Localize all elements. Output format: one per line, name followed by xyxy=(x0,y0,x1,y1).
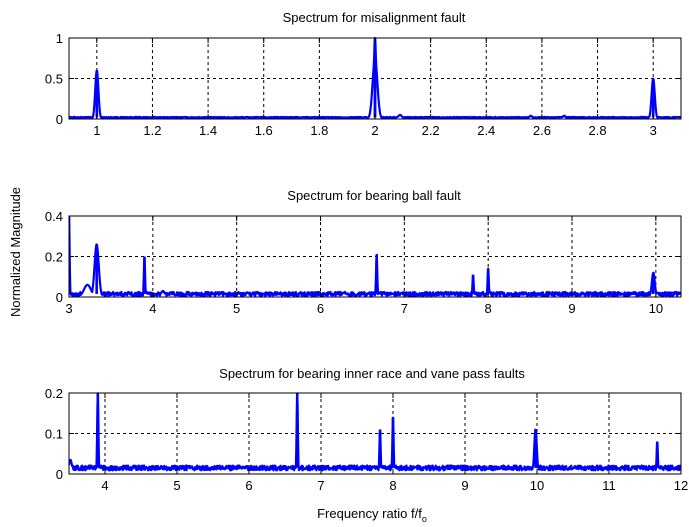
panel-3-title: Spectrum for bearing inner race and vane… xyxy=(219,366,525,381)
panel-1-y-tick-label-2: 1 xyxy=(56,31,63,46)
panel-1-x-tick-label-0: 1 xyxy=(93,123,100,138)
x-axis-label: Frequency ratio f/fo xyxy=(317,506,427,524)
panel-2-series-line xyxy=(69,215,681,297)
panel-1-x-tick-label-8: 2.6 xyxy=(533,123,551,138)
panel-1-y-tick-label-1: 0.5 xyxy=(45,72,63,87)
panel-2-plot: 3 4 5 6 7 8 9 10 0 0.2 0.4 xyxy=(45,209,682,316)
panel-1-x-tick-label-3: 1.6 xyxy=(255,123,273,138)
panel-3-x-tick-label-4: 8 xyxy=(389,478,396,493)
panel-2: Spectrum for bearing ball fault 3 4 5 6 7 8 9 1… xyxy=(45,188,682,316)
panel-2-y-tick-label-0: 0 xyxy=(56,290,63,305)
y-axis-label: Normalized Magnitude xyxy=(8,187,23,317)
panel-1-x-tick-label-1: 1.2 xyxy=(143,123,161,138)
panel-2-y-tick-label-2: 0.4 xyxy=(45,209,63,224)
panel-1-x-tick-label-5: 2 xyxy=(371,123,378,138)
panel-1-y-tick-label-0: 0 xyxy=(56,112,63,127)
panel-2-x-tick-label-4: 7 xyxy=(401,301,408,316)
panel-1-x-tick-label-10: 3 xyxy=(650,123,657,138)
panel-3-x-tick-label-3: 7 xyxy=(317,478,324,493)
panel-3-x-tick-label-0: 4 xyxy=(101,478,108,493)
panel-1-x-tick-label-9: 2.8 xyxy=(589,123,607,138)
panel-3-y-tick-label-2: 0.2 xyxy=(45,386,63,401)
panel-2-x-tick-label-6: 9 xyxy=(568,301,575,316)
panel-2-x-tick-label-1: 4 xyxy=(149,301,156,316)
panel-1-x-tick-label-7: 2.4 xyxy=(477,123,495,138)
panel-1-x-tick-label-2: 1.4 xyxy=(199,123,217,138)
panel-2-x-tick-label-5: 8 xyxy=(485,301,492,316)
panel-3-y-tick-label-0: 0 xyxy=(56,467,63,482)
panel-2-x-tick-label-0: 3 xyxy=(65,301,72,316)
panel-2-y-tick-label-1: 0.2 xyxy=(45,250,63,265)
panel-2-x-tick-label-2: 5 xyxy=(233,301,240,316)
x-axis-label-main: Frequency ratio f/f xyxy=(317,506,422,521)
panel-3-x-tick-label-2: 6 xyxy=(245,478,252,493)
panel-1-title: Spectrum for misalignment fault xyxy=(283,10,466,25)
panel-1-plot: 1 1.2 1.4 1.6 1.8 2 2.2 2.4 2.6 2.8 3 0 0.5 1 xyxy=(45,31,682,138)
panel-3-series-line xyxy=(69,392,681,472)
panel-3-x-tick-label-5: 9 xyxy=(461,478,468,493)
panel-1-x-tick-label-4: 1.8 xyxy=(310,123,328,138)
panel-2-x-tick-label-3: 6 xyxy=(317,301,324,316)
x-axis-label-subscript: o xyxy=(422,514,427,524)
panel-3-x-tick-label-8: 12 xyxy=(674,478,688,493)
panel-3-x-tick-label-6: 10 xyxy=(530,478,544,493)
panel-3-y-tick-label-1: 0.1 xyxy=(45,427,63,442)
panel-1-x-tick-label-6: 2.2 xyxy=(422,123,440,138)
panel-1: Spectrum for misalignment fault 1 1.2 1.4 1… xyxy=(45,10,682,138)
panel-3-x-tick-label-1: 5 xyxy=(173,478,180,493)
panel-2-title: Spectrum for bearing ball fault xyxy=(287,188,461,203)
panel-3-x-tick-label-7: 11 xyxy=(602,478,616,493)
panel-3-plot: 4 5 6 7 8 9 10 11 12 0 0.1 0.2 xyxy=(45,386,688,493)
panel-3: Spectrum for bearing inner race and vane… xyxy=(45,366,688,493)
panel-2-x-tick-label-7: 10 xyxy=(649,301,663,316)
